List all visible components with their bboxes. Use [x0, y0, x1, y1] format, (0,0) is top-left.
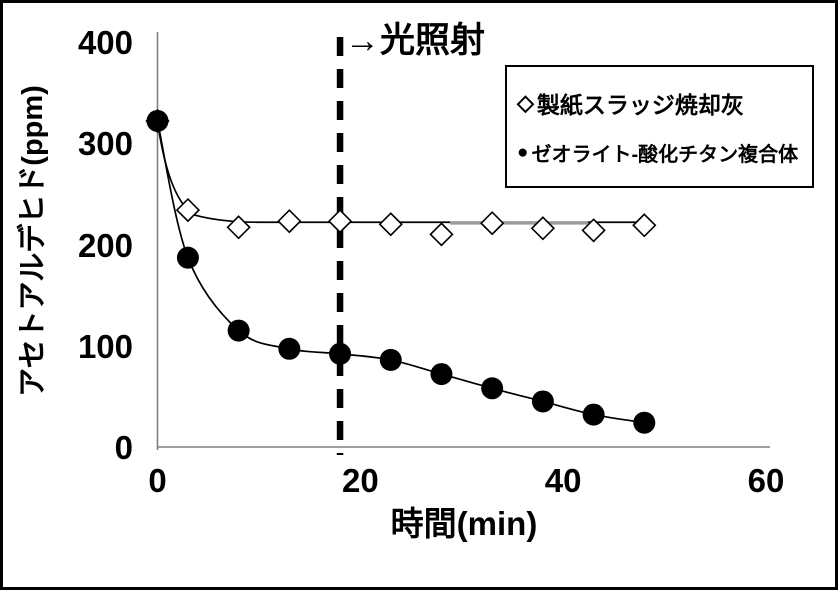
marker-filled-circle — [633, 411, 656, 434]
y-tick-label: 300 — [77, 125, 133, 163]
legend-item-label: ゼオライト-酸化チタン複合体 — [531, 144, 799, 167]
x-tick-label: 20 — [341, 462, 379, 499]
marker-open-diamond — [378, 212, 403, 237]
marker-open-diamond — [226, 215, 251, 240]
marker-filled-circle — [176, 246, 199, 269]
x-tick-label: 40 — [544, 462, 582, 499]
marker-open-diamond — [480, 211, 505, 236]
marker-open-diamond — [530, 216, 556, 241]
filled-circle-marker-icon: ● — [517, 141, 529, 163]
marker-filled-circle — [227, 319, 250, 342]
y-tick-label: 200 — [77, 226, 133, 264]
y-tick-label: 0 — [114, 429, 133, 466]
legend-item-label: 製紙スラッジ焼却灰 — [536, 91, 744, 118]
y-tick-label: 100 — [77, 327, 133, 365]
open-diamond-marker-icon: ◇ — [517, 89, 534, 115]
marker-filled-circle — [146, 109, 169, 132]
marker-open-diamond — [632, 213, 657, 238]
y-tick-label: 400 — [77, 24, 133, 61]
marker-filled-circle — [582, 403, 605, 426]
legend-item-sludge-ash: ◇ 製紙スラッジ焼却灰 — [517, 86, 808, 120]
marker-open-diamond — [175, 197, 201, 223]
x-tick-label: 0 — [148, 462, 167, 499]
legend-box: ◇ 製紙スラッジ焼却灰 ● ゼオライト-酸化チタン複合体 — [505, 65, 814, 188]
x-tick-label: 60 — [747, 462, 785, 499]
marker-filled-circle — [430, 363, 453, 386]
marker-filled-circle — [531, 390, 554, 413]
marker-filled-circle — [481, 377, 504, 400]
y-axis-title: アセトアルデヒド(ppm) — [17, 85, 49, 397]
legend-item-zeolite-composite: ● ゼオライト-酸化チタン複合体 — [517, 138, 808, 167]
marker-open-diamond — [277, 209, 302, 234]
light-irradiation-annotation: →光照射 — [345, 21, 486, 60]
x-axis-title: 時間(min) — [390, 505, 538, 542]
marker-filled-circle — [379, 348, 402, 371]
marker-open-diamond — [429, 222, 454, 247]
marker-filled-circle — [329, 342, 352, 365]
marker-filled-circle — [278, 337, 301, 360]
marker-open-diamond — [581, 218, 606, 243]
marker-open-diamond — [327, 209, 353, 234]
